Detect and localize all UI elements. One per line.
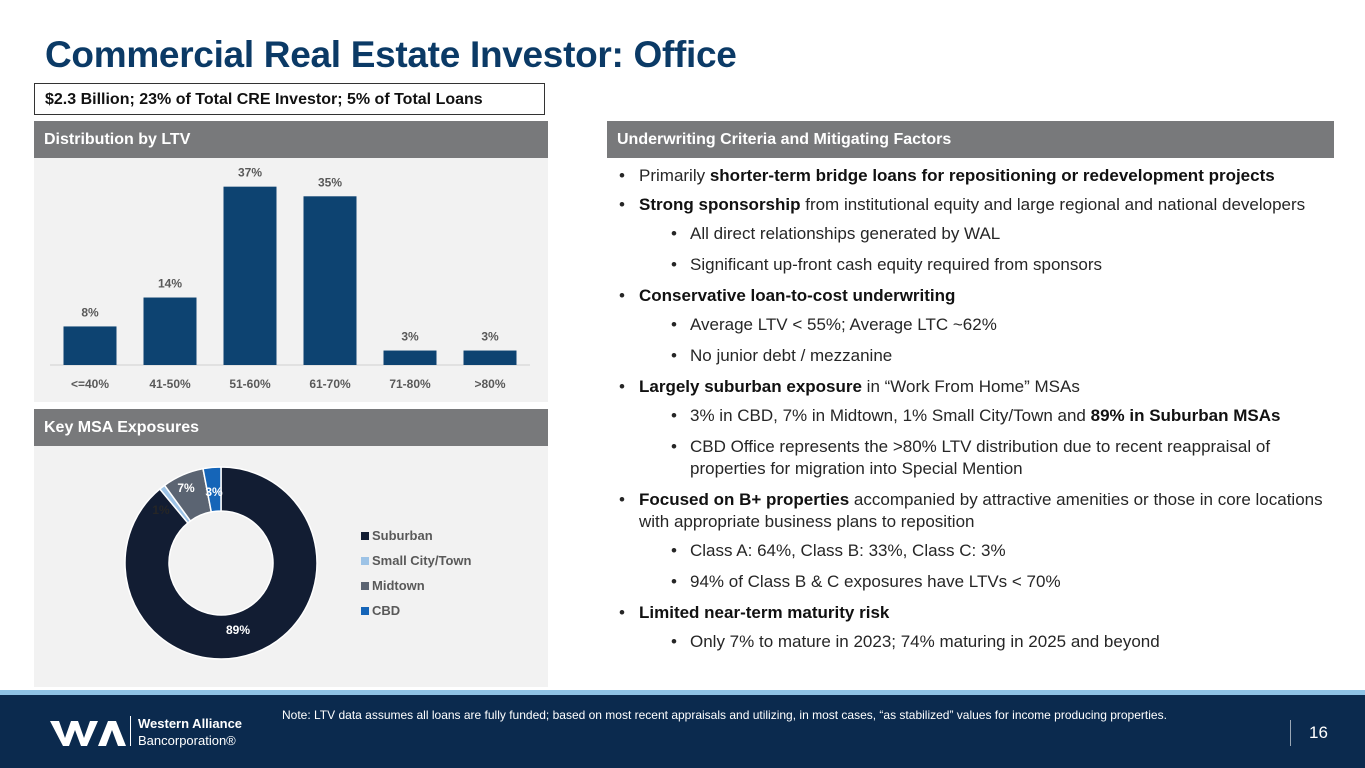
bar-value-label: 3% — [481, 330, 499, 344]
bullet-text: Average LTV < 55%; Average LTC ~62% — [690, 315, 997, 334]
legend-label: CBD — [372, 603, 401, 618]
page-number-divider — [1290, 720, 1291, 746]
ltv-panel-background — [34, 158, 548, 402]
bullet-text: accompanied by attractive amenities or t… — [639, 490, 1323, 531]
ltv-bar-chart: 8% <=40% 14% 41-50% 37% 51-60% 35% 61-70% 3% 71-8… — [50, 166, 530, 391]
company-name: Western Alliance — [138, 716, 243, 731]
bar-value-label: 35% — [318, 175, 342, 189]
bullet-text: No junior debt / mezzanine — [690, 346, 893, 365]
footnote: Note: LTV data assumes all loans are ful… — [282, 708, 1167, 722]
company-subname: Bancorporation® — [138, 733, 236, 748]
bullet-text: All direct relationships generated by WA… — [690, 224, 1001, 243]
legend-swatch — [361, 556, 369, 565]
bullet-text: Focused on B+ properties — [639, 490, 850, 509]
page-title: Commercial Real Estate Investor: Office — [45, 34, 737, 75]
bullet-item: Strong sponsorship from institutional eq… — [619, 194, 1334, 216]
page-number: 16 — [1309, 723, 1328, 742]
bullet-text: 3% in CBD, 7% in Midtown, 1% Small City/… — [690, 406, 1091, 425]
legend-swatch — [361, 531, 369, 540]
bar — [303, 196, 357, 365]
sub-bullet-item: 3% in CBD, 7% in Midtown, 1% Small City/… — [619, 405, 1334, 427]
legend-label: Suburban — [372, 528, 433, 543]
legend-swatch — [361, 606, 369, 615]
donut-slice — [124, 466, 318, 660]
x-tick-label: 61-70% — [309, 377, 351, 391]
slice-value-label: 3% — [205, 485, 223, 499]
sub-bullet-item: Average LTV < 55%; Average LTC ~62% — [619, 314, 1334, 336]
sub-bullet-item: All direct relationships generated by WA… — [619, 223, 1334, 245]
logo-divider — [130, 716, 131, 746]
summary-box: $2.3 Billion; 23% of Total CRE Investor;… — [34, 83, 545, 115]
legend-label: Midtown — [372, 578, 425, 593]
x-tick-label: 51-60% — [229, 377, 271, 391]
sub-bullet-item: Only 7% to mature in 2023; 74% maturing … — [619, 631, 1334, 653]
sub-bullet-item: 94% of Class B & C exposures have LTVs <… — [619, 571, 1334, 593]
legend-item: Suburban — [361, 523, 471, 548]
slice-value-label: 7% — [177, 481, 195, 495]
bullet-item: Primarily shorter-term bridge loans for … — [619, 165, 1334, 187]
bullet-item: Focused on B+ properties accompanied by … — [619, 489, 1334, 533]
legend-swatch — [361, 581, 369, 590]
sub-bullet-item: CBD Office represents the >80% LTV distr… — [619, 436, 1334, 480]
slice-value-label: 1% — [152, 503, 170, 517]
msa-panel-header: Key MSA Exposures — [34, 409, 548, 446]
bar — [223, 186, 277, 365]
criteria-panel-header: Underwriting Criteria and Mitigating Fac… — [607, 121, 1334, 158]
bar-value-label: 3% — [401, 330, 419, 344]
bullet-text: in “Work From Home” MSAs — [861, 377, 1080, 396]
legend-item: Midtown — [361, 573, 471, 598]
sub-bullet-item: No junior debt / mezzanine — [619, 345, 1334, 367]
bullet-item: Largely suburban exposure in “Work From … — [619, 376, 1334, 398]
bullet-text: shorter-term bridge loans for reposition… — [709, 166, 1275, 185]
x-tick-label: 41-50% — [149, 377, 191, 391]
bar-value-label: 14% — [158, 277, 182, 291]
x-tick-label: 71-80% — [389, 377, 431, 391]
ltv-panel-header: Distribution by LTV — [34, 121, 548, 158]
footer-bar — [0, 695, 1365, 768]
bullet-text: from institutional equity and large regi… — [800, 195, 1306, 214]
slice-value-label: 89% — [226, 623, 250, 637]
bullet-text: Class A: 64%, Class B: 33%, Class C: 3% — [690, 541, 1006, 560]
x-tick-label: <=40% — [71, 377, 109, 391]
bullet-text: 94% of Class B & C exposures have LTVs <… — [690, 572, 1061, 591]
bar — [63, 326, 117, 365]
sub-bullet-item: Class A: 64%, Class B: 33%, Class C: 3% — [619, 540, 1334, 562]
x-tick-label: >80% — [474, 377, 505, 391]
bullet-text: Largely suburban exposure — [639, 377, 862, 396]
bar — [463, 350, 517, 365]
bullet-text: Strong sponsorship — [639, 195, 801, 214]
msa-legend: Suburban Small City/Town Midtown CBD — [361, 523, 471, 623]
bullet-item: Limited near-term maturity risk — [619, 602, 1334, 624]
bar — [383, 350, 437, 365]
bullet-text: Limited near-term maturity risk — [639, 603, 890, 622]
bullet-text: Only 7% to mature in 2023; 74% maturing … — [690, 632, 1160, 651]
criteria-bullet-list: Primarily shorter-term bridge loans for … — [619, 165, 1334, 662]
bar — [143, 297, 197, 365]
bullet-text: Significant up-front cash equity require… — [690, 255, 1102, 274]
bullet-text: 89% in Suburban MSAs — [1090, 406, 1281, 425]
bullet-item: Conservative loan-to-cost underwriting — [619, 285, 1334, 307]
bullet-text: Conservative loan-to-cost underwriting — [639, 286, 956, 305]
bullet-text: Primarily — [639, 166, 710, 185]
legend-item: Small City/Town — [361, 548, 471, 573]
bar-value-label: 37% — [238, 166, 262, 180]
donut-slice — [202, 466, 222, 513]
bar-value-label: 8% — [81, 305, 99, 319]
footer-accent-stripe — [0, 690, 1365, 695]
msa-donut-chart: 89% 1% 7% 3% — [124, 466, 318, 660]
bullet-text: CBD Office represents the >80% LTV distr… — [690, 437, 1271, 478]
sub-bullet-item: Significant up-front cash equity require… — [619, 254, 1334, 276]
western-alliance-logo-icon — [50, 721, 126, 746]
legend-item: CBD — [361, 598, 471, 623]
legend-label: Small City/Town — [372, 553, 472, 568]
